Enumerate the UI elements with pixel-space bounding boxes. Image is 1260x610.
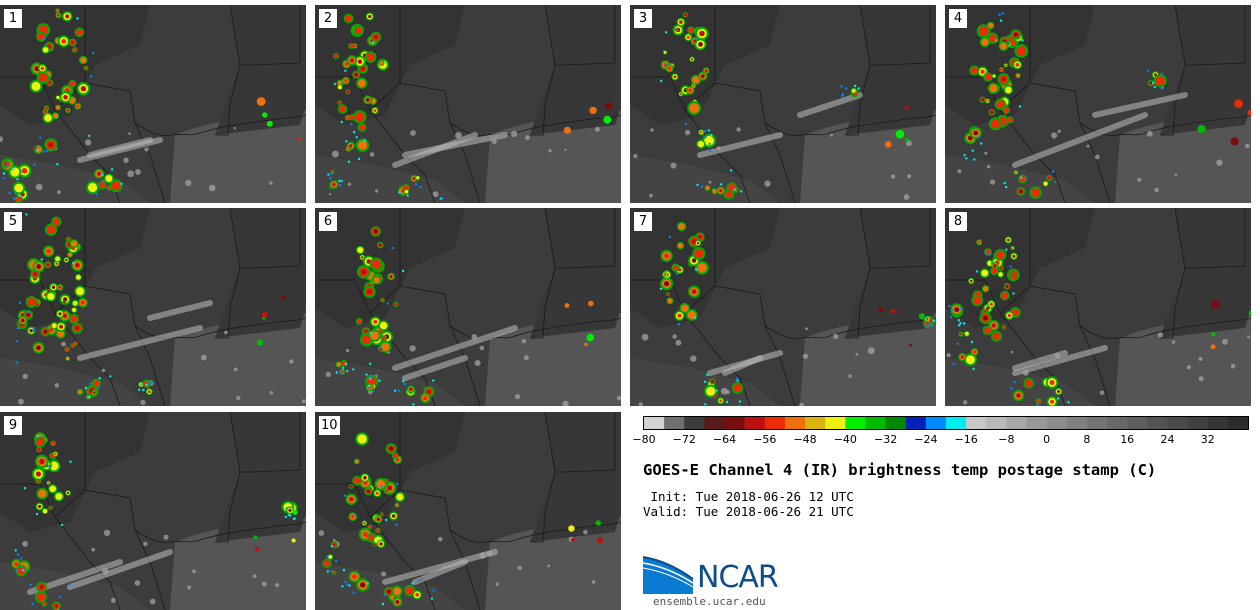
colorbar-bin [1046, 417, 1068, 429]
colorbar-tick-label: −24 [914, 433, 938, 446]
colorbar-bin [1167, 417, 1188, 429]
satellite-image [945, 208, 1251, 406]
colorbar-tick-label: −16 [954, 433, 978, 446]
colorbar-tick-label: 32 [1200, 433, 1215, 446]
panel-number: 6 [319, 212, 337, 231]
colorbar-tick-label: −8 [998, 433, 1015, 446]
colorbar [643, 416, 1249, 430]
colorbar-tick-label: −48 [793, 433, 817, 446]
stamp-panel-8: 8 [945, 208, 1251, 406]
colorbar-tick-label: −40 [833, 433, 857, 446]
colorbar-bin [865, 417, 886, 429]
colorbar-bin [986, 417, 1007, 429]
colorbar-tick-label: 16 [1120, 433, 1135, 446]
satellite-image [630, 208, 936, 406]
satellite-image [315, 208, 621, 406]
colorbar-tick-label: 8 [1083, 433, 1091, 446]
satellite-image [0, 208, 306, 406]
panel-number: 9 [4, 416, 22, 435]
stamp-panel-5: 5 [0, 208, 306, 406]
panel-number: 2 [319, 9, 337, 28]
stamp-panel-10: 10 [315, 412, 621, 610]
colorbar-bin [664, 417, 685, 429]
colorbar-bin [704, 417, 725, 429]
init-time: Init: Tue 2018-06-26 12 UTC [643, 489, 854, 504]
colorbar-bin [1207, 417, 1229, 429]
colorbar-bin [946, 417, 967, 429]
stamp-panel-6: 6 [315, 208, 621, 406]
colorbar-bin [644, 417, 665, 429]
valid-time: Valid: Tue 2018-06-26 21 UTC [643, 504, 854, 519]
colorbar-bin [1147, 417, 1168, 429]
panel-number: 7 [634, 212, 652, 231]
logo-text: NCAR [697, 560, 779, 595]
satellite-image [0, 412, 306, 610]
colorbar-bin [1227, 417, 1249, 429]
panel-number: 5 [4, 212, 22, 231]
colorbar-bin [905, 417, 927, 429]
stamp-panel-7: 7 [630, 208, 936, 406]
colorbar-bin [744, 417, 766, 429]
colorbar-tick-label: 24 [1160, 433, 1175, 446]
panel-number: 8 [949, 212, 967, 231]
satellite-image [315, 412, 621, 610]
colorbar-bin [845, 417, 866, 429]
colorbar-bin [1006, 417, 1027, 429]
colorbar-bin [684, 417, 705, 429]
colorbar-bin [1187, 417, 1209, 429]
figure-title: GOES-E Channel 4 (IR) brightness temp po… [643, 461, 1157, 479]
colorbar-bin [1127, 417, 1148, 429]
panel-number: 10 [319, 416, 340, 435]
satellite-image [945, 5, 1251, 203]
panel-number: 3 [634, 9, 652, 28]
colorbar-bin [724, 417, 745, 429]
colorbar-bin [1066, 417, 1088, 429]
colorbar-tick-label: −64 [712, 433, 737, 446]
colorbar-bin [825, 417, 846, 429]
stamp-panel-2: 2 [315, 5, 621, 203]
satellite-image [315, 5, 621, 203]
colorbar-bin [1086, 417, 1108, 429]
colorbar-bin [764, 417, 786, 429]
colorbar-bin [805, 417, 826, 429]
satellite-image [630, 5, 936, 203]
panel-number: 1 [4, 9, 22, 28]
colorbar-tick-label: −32 [873, 433, 898, 446]
colorbar-bin [885, 417, 907, 429]
colorbar-tick-label: 0 [1043, 433, 1051, 446]
colorbar-bin [1026, 417, 1047, 429]
colorbar-bin [784, 417, 806, 429]
colorbar-tick-label: −80 [632, 433, 656, 446]
stamp-panel-1: 1 [0, 5, 306, 203]
site-url: ensemble.ucar.edu [653, 595, 766, 608]
colorbar-tick-label: −72 [672, 433, 696, 446]
colorbar-tick-label: −56 [753, 433, 777, 446]
panel-number: 4 [949, 9, 967, 28]
stamp-panel-3: 3 [630, 5, 936, 203]
colorbar-bin [966, 417, 987, 429]
colorbar-bin [1107, 417, 1128, 429]
stamp-panel-9: 9 [0, 412, 306, 610]
stamp-panel-4: 4 [945, 5, 1251, 203]
colorbar-bin [925, 417, 947, 429]
ncar-logo-icon [642, 556, 694, 594]
satellite-image [0, 5, 306, 203]
